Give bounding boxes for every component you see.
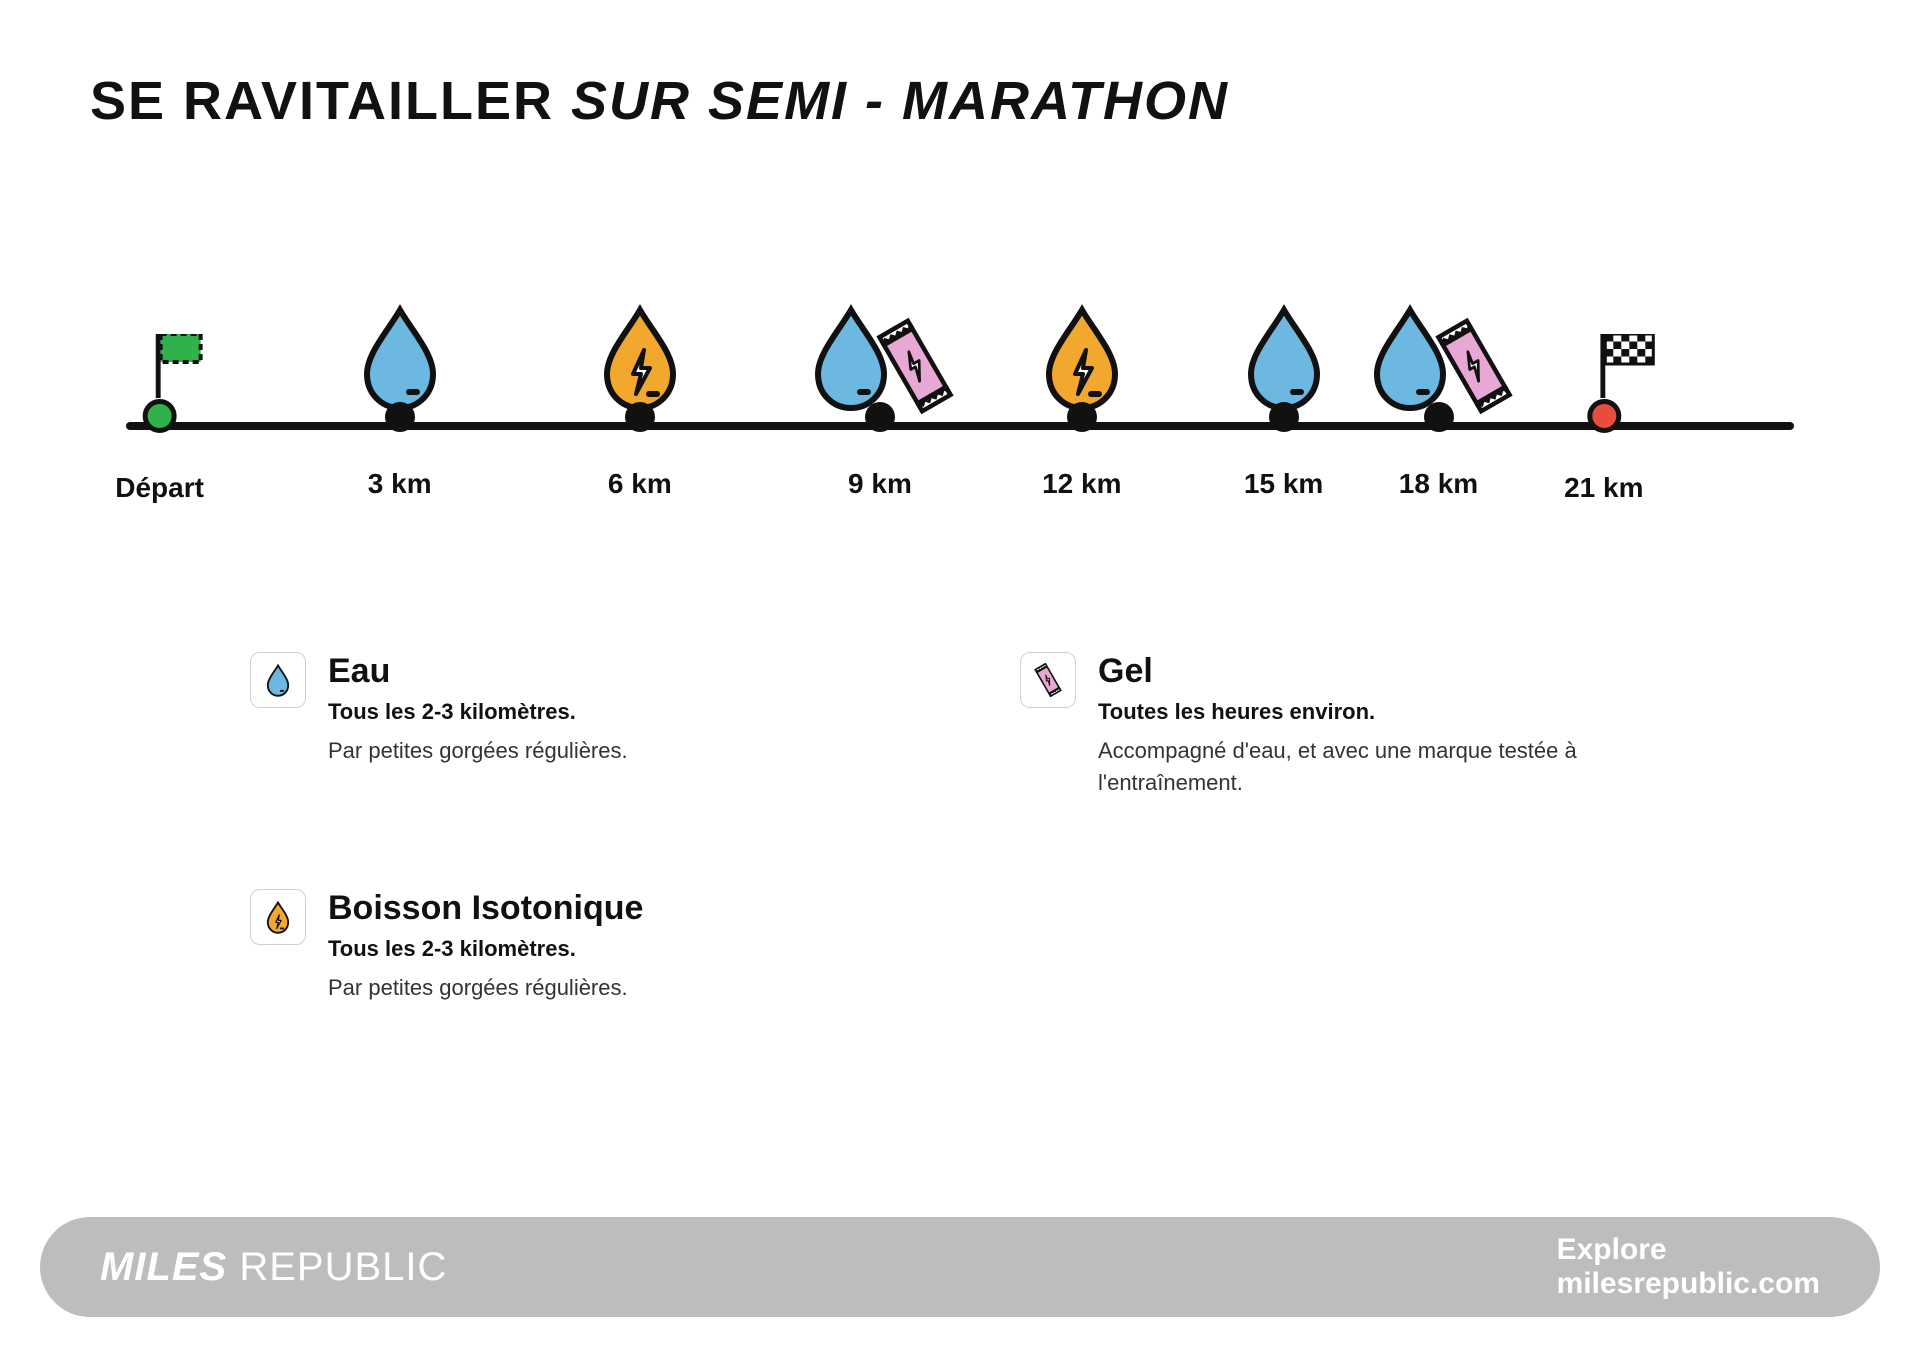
timeline: Départ 3 km 6 km 9 km 12 km 15 km 18 km 21 km	[90, 252, 1830, 512]
gel-packet-icon	[1020, 652, 1076, 708]
legend-eau: Eau Tous les 2-3 kilomètres. Par petites…	[250, 652, 900, 799]
footer-brand-italic: MILES	[100, 1245, 227, 1289]
timeline-stop-k6: 6 km	[595, 252, 685, 500]
stop-label: 6 km	[595, 468, 685, 500]
legend-boisson-sub: Tous les 2-3 kilomètres.	[328, 936, 643, 962]
legend-eau-sub: Tous les 2-3 kilomètres.	[328, 699, 628, 725]
isotonic-drop-icon	[250, 889, 306, 945]
start-flag-icon	[156, 334, 206, 398]
stop-dot	[143, 399, 177, 433]
stop-dot	[1269, 402, 1299, 432]
water-drop-icon	[1239, 302, 1329, 412]
footer-brand-rest: REPUBLIC	[227, 1245, 447, 1289]
stop-label: 9 km	[806, 468, 954, 500]
legend: Eau Tous les 2-3 kilomètres. Par petites…	[90, 652, 1830, 1004]
stop-dot	[625, 402, 655, 432]
timeline-stop-finish: 21 km	[1564, 252, 1643, 504]
footer-cta-line2: milesrepublic.com	[1557, 1267, 1820, 1302]
stop-icons	[595, 252, 685, 412]
stop-dot	[1587, 399, 1621, 433]
water-drop-icon	[355, 302, 445, 412]
legend-gel: Gel Toutes les heures environ. Accompagn…	[1020, 652, 1670, 799]
timeline-stop-k9: 9 km	[806, 252, 954, 500]
stop-icons	[1037, 252, 1127, 412]
legend-boisson-title: Boisson Isotonique	[328, 889, 643, 928]
gel-packet-icon	[1435, 316, 1513, 416]
footer-cta: Explore milesrepublic.com	[1557, 1233, 1820, 1302]
stop-icons	[806, 252, 954, 412]
stop-label: Départ	[115, 472, 204, 504]
timeline-stop-k18: 18 km	[1365, 252, 1513, 500]
finish-flag-icon	[1600, 334, 1658, 398]
isotonic-drop-icon	[595, 302, 685, 412]
stop-icons	[1239, 252, 1329, 412]
water-drop-icon	[250, 652, 306, 708]
stop-dot	[385, 402, 415, 432]
footer-bar: MILES REPUBLIC Explore milesrepublic.com	[40, 1217, 1880, 1317]
stop-label: 18 km	[1365, 468, 1513, 500]
stop-icons	[1564, 252, 1643, 412]
isotonic-drop-icon	[1037, 302, 1127, 412]
legend-eau-desc: Par petites gorgées régulières.	[328, 735, 628, 767]
legend-boisson: Boisson Isotonique Tous les 2-3 kilomètr…	[250, 889, 900, 1004]
title-italic: SUR SEMI - MARATHON	[571, 71, 1229, 131]
timeline-stop-k12: 12 km	[1037, 252, 1127, 500]
stop-icons	[115, 252, 204, 412]
title-plain: SE RAVITAILLER	[90, 71, 571, 131]
timeline-stop-k3: 3 km	[355, 252, 445, 500]
timeline-stop-start: Départ	[115, 252, 204, 504]
stop-label: 3 km	[355, 468, 445, 500]
stop-icons	[355, 252, 445, 412]
legend-gel-desc: Accompagné d'eau, et avec une marque tes…	[1098, 735, 1670, 799]
page-title: SE RAVITAILLER SUR SEMI - MARATHON	[90, 70, 1830, 132]
footer-brand: MILES REPUBLIC	[100, 1245, 447, 1290]
legend-eau-title: Eau	[328, 652, 628, 691]
stop-icons	[1365, 252, 1513, 412]
legend-gel-sub: Toutes les heures environ.	[1098, 699, 1670, 725]
footer-cta-line1: Explore	[1557, 1233, 1820, 1268]
stop-label: 12 km	[1037, 468, 1127, 500]
legend-boisson-desc: Par petites gorgées régulières.	[328, 972, 643, 1004]
stop-dot	[1424, 402, 1454, 432]
gel-packet-icon	[876, 316, 954, 416]
stop-label: 21 km	[1564, 472, 1643, 504]
timeline-stop-k15: 15 km	[1239, 252, 1329, 500]
legend-gel-title: Gel	[1098, 652, 1670, 691]
stop-label: 15 km	[1239, 468, 1329, 500]
stop-dot	[865, 402, 895, 432]
stop-dot	[1067, 402, 1097, 432]
